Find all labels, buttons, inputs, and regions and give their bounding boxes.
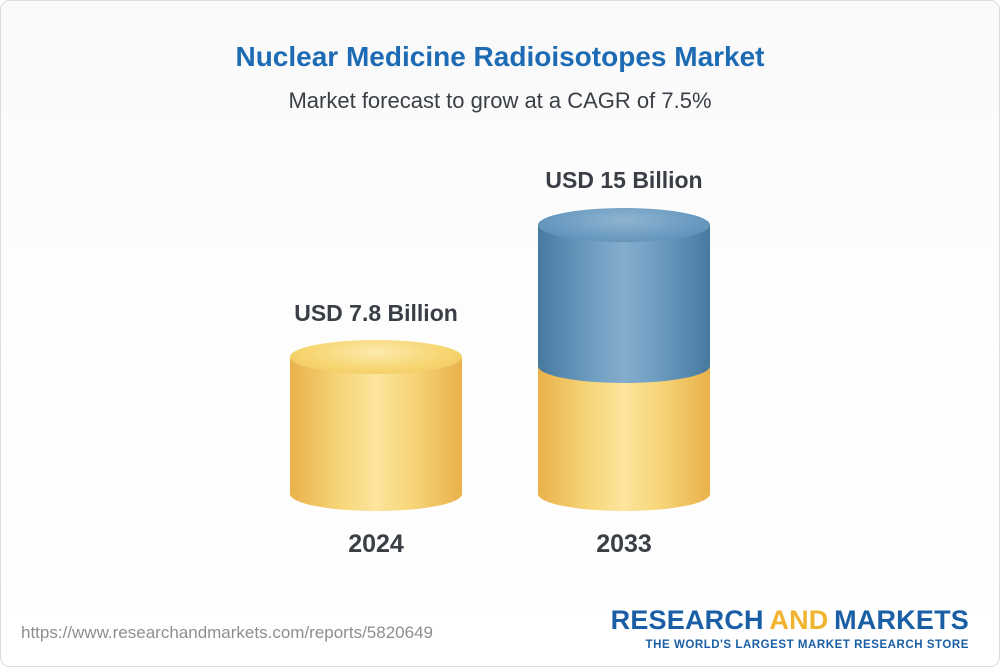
report-url[interactable]: https://www.researchandmarkets.com/repor… — [21, 623, 433, 642]
logo-word-and: AND — [769, 605, 829, 635]
bar-2033-cylinder — [538, 208, 710, 511]
bar-2024-cylinder — [290, 340, 462, 511]
bar-2033-category-label: 2033 — [596, 530, 652, 558]
research-and-markets-logo: RESEARCH AND MARKETS THE WORLD'S LARGEST… — [611, 605, 969, 651]
page-subtitle: Market forecast to grow at a CAGR of 7.5… — [288, 88, 712, 113]
bar-2024-category-label: 2024 — [348, 530, 404, 558]
bar-2033-bottom-segment — [538, 366, 710, 511]
bar-2033-top-segment — [538, 225, 710, 383]
logo-word-research: RESEARCH — [610, 605, 764, 635]
bar-2024-body — [290, 357, 462, 511]
logo-tagline: THE WORLD'S LARGEST MARKET RESEARCH STOR… — [645, 639, 969, 651]
page-title: Nuclear Medicine Radioisotopes Market — [235, 41, 765, 72]
logo-word-markets: MARKETS — [834, 605, 969, 635]
logo-wordmark: RESEARCH AND MARKETS — [611, 605, 969, 636]
bar-2024-value-label: USD 7.8 Billion — [294, 300, 458, 326]
bar-2033-top-face — [538, 208, 710, 242]
bar-2033-value-label: USD 15 Billion — [545, 167, 703, 193]
bar-2024-top-face — [290, 340, 462, 374]
